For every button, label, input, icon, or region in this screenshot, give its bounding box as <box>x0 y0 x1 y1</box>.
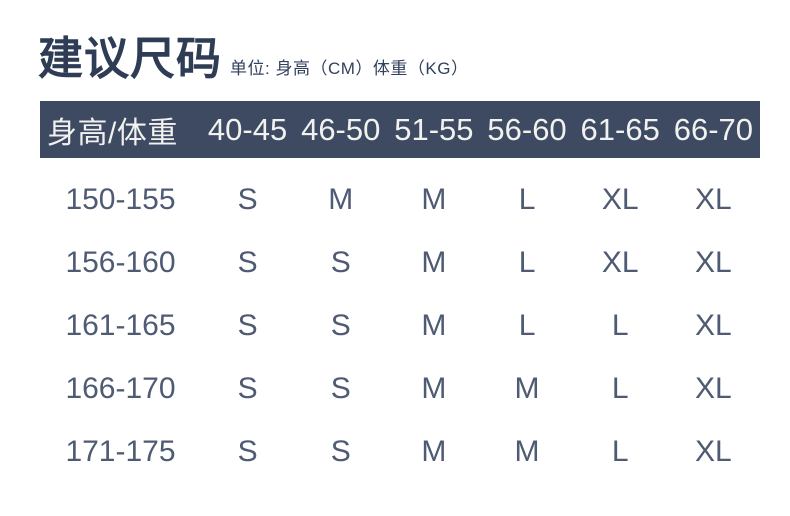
size-cell: L <box>611 371 629 405</box>
size-cell: M <box>514 371 540 405</box>
size-cell: XL <box>601 245 639 279</box>
size-cell: M <box>421 434 447 468</box>
size-cell: XL <box>695 308 732 342</box>
size-cell: S <box>237 182 258 216</box>
table-row-171-175: 171-175 S S M M L XL <box>40 420 760 483</box>
size-cell: S <box>237 371 258 405</box>
size-cell: XL <box>695 182 732 216</box>
table-header-row: 身高/体重 40-45 46-50 51-55 56-60 61-65 66-7… <box>40 101 760 158</box>
size-cell: S <box>330 245 351 279</box>
size-table-body: 150-155 S M M L XL XL 156-160 S S M L XL… <box>40 158 760 483</box>
size-cell: S <box>330 371 351 405</box>
size-cell: L <box>518 245 536 279</box>
row-label: 156-160 <box>65 245 176 279</box>
size-cell: M <box>421 245 447 279</box>
size-cell: L <box>611 308 629 342</box>
col-header-weight-3: 51-55 <box>394 111 474 147</box>
col-header-weight-2: 46-50 <box>301 111 381 147</box>
row-label: 166-170 <box>65 371 176 405</box>
size-cell: S <box>237 308 258 342</box>
size-cell: M <box>421 308 447 342</box>
size-table-head: 身高/体重 40-45 46-50 51-55 56-60 61-65 66-7… <box>40 101 760 158</box>
size-cell: XL <box>695 371 732 405</box>
table-row-150-155: 150-155 S M M L XL XL <box>40 168 760 231</box>
row-label: 161-165 <box>65 308 176 342</box>
row-label: 150-155 <box>65 182 176 216</box>
col-header-weight-6: 66-70 <box>673 111 754 147</box>
page-title: 建议尺码 <box>38 33 223 84</box>
size-cell: XL <box>695 245 732 279</box>
col-header-weight-5: 61-65 <box>580 111 660 147</box>
table-row-161-165: 161-165 S S M L L XL <box>40 294 760 357</box>
size-cell: M <box>421 371 447 405</box>
size-cell: XL <box>601 182 639 216</box>
size-cell: L <box>518 182 536 216</box>
table-row-166-170: 166-170 S S M M L XL <box>40 357 760 420</box>
size-cell: S <box>330 308 351 342</box>
size-table: 身高/体重 40-45 46-50 51-55 56-60 61-65 66-7… <box>40 101 760 483</box>
size-cell: L <box>518 308 536 342</box>
size-cell: S <box>237 434 258 468</box>
col-header-weight-4: 56-60 <box>487 111 567 147</box>
size-cell: XL <box>695 434 732 468</box>
col-header-weight-1: 40-45 <box>207 111 288 147</box>
row-label: 171-175 <box>65 434 176 468</box>
title-row: 建议尺码 单位: 身高（CM）体重（KG） <box>38 32 468 85</box>
col-header-height-weight: 身高/体重 <box>47 116 178 150</box>
size-cell: M <box>421 182 447 216</box>
size-cell: L <box>611 434 629 468</box>
table-row-156-160: 156-160 S S M L XL XL <box>40 231 760 294</box>
size-cell: S <box>330 434 351 468</box>
size-cell: M <box>328 182 354 216</box>
unit-note: 单位: 身高（CM）体重（KG） <box>230 59 469 78</box>
size-cell: S <box>237 245 258 279</box>
size-cell: M <box>514 434 540 468</box>
